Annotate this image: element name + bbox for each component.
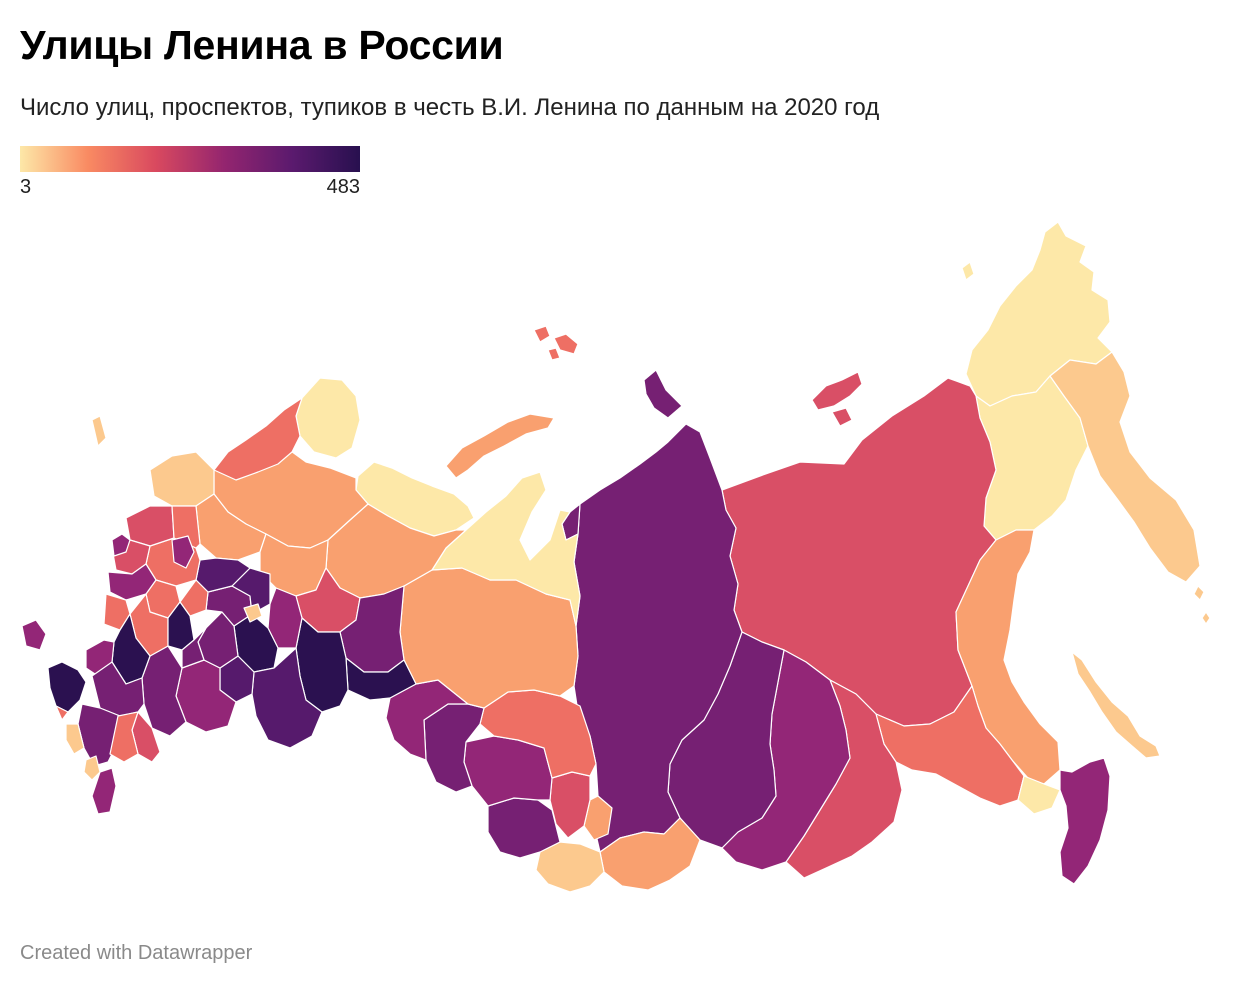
region-svalbard-like[interactable]: [91, 415, 107, 447]
region-altai-republic[interactable]: [535, 841, 605, 893]
region-kaliningrad[interactable]: [21, 619, 47, 651]
region-dagestan[interactable]: [91, 767, 117, 815]
region-tyva[interactable]: [599, 817, 701, 891]
region-kuril-islands[interactable]: [1193, 585, 1211, 625]
chart-title: Улицы Ленина в России: [20, 22, 504, 68]
legend-min-label: 3: [20, 176, 32, 198]
region-yakutia-islands[interactable]: [811, 371, 863, 427]
region-jewish-ao[interactable]: [1017, 775, 1061, 815]
region-stavropol[interactable]: [109, 711, 139, 763]
region-moscow[interactable]: [171, 535, 195, 569]
region-bryansk[interactable]: [107, 563, 157, 601]
region-murmansk[interactable]: [295, 377, 361, 459]
region-franz-josef[interactable]: [533, 325, 579, 361]
region-crimea[interactable]: [47, 661, 87, 713]
region-sakhalin[interactable]: [1071, 651, 1161, 759]
region-vladimir[interactable]: [179, 579, 209, 617]
region-karelia[interactable]: [213, 397, 303, 481]
legend-max-label: 483: [326, 176, 360, 198]
region-tambov[interactable]: [181, 627, 207, 669]
region-taymyr-islands[interactable]: [643, 369, 683, 419]
region-kurgan[interactable]: [345, 657, 417, 701]
region-ivanovo[interactable]: [243, 603, 263, 623]
credit-footer: Created with Datawrapper: [20, 942, 253, 964]
region-orenburg[interactable]: [251, 647, 323, 749]
region-sevastopol[interactable]: [55, 705, 69, 721]
region-adygea[interactable]: [65, 723, 85, 755]
russia-choropleth-map: [21, 221, 1211, 893]
region-pskov[interactable]: [125, 505, 175, 547]
region-leningrad[interactable]: [149, 451, 215, 507]
region-yamal[interactable]: [431, 471, 581, 627]
region-novaya-zemlya[interactable]: [445, 413, 555, 479]
region-kursk-east[interactable]: [111, 533, 131, 557]
region-udmurtia[interactable]: [267, 587, 303, 649]
region-primorye[interactable]: [1059, 757, 1111, 885]
region-chechnya[interactable]: [83, 755, 101, 781]
region-novgorod[interactable]: [171, 505, 201, 549]
legend-gradient-bar: [20, 146, 360, 172]
chart-subtitle: Число улиц, проспектов, тупиков в честь …: [20, 94, 880, 121]
color-legend: 3 483: [20, 146, 360, 202]
region-kamchatka[interactable]: [1049, 351, 1201, 583]
region-chukotka-island[interactable]: [961, 261, 975, 281]
